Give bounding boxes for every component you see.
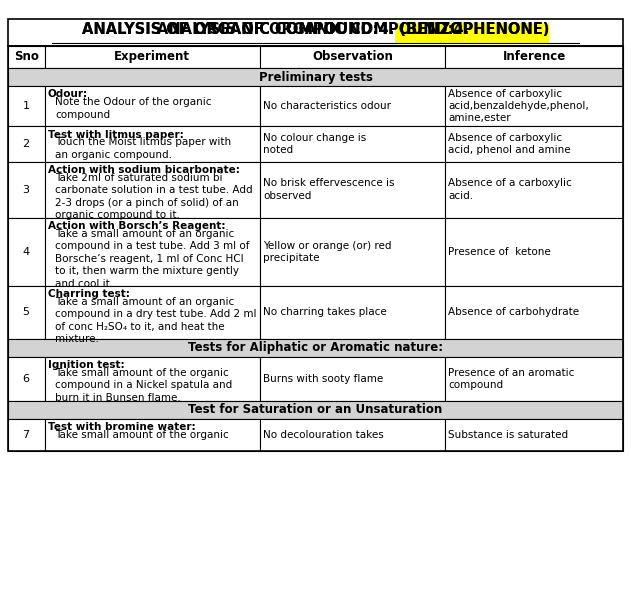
Bar — [445, 357, 623, 401]
Text: Charring test:: Charring test: — [48, 289, 129, 299]
Text: No decolouration takes: No decolouration takes — [263, 430, 384, 440]
Text: Absence of carboxylic
acid, phenol and amine: Absence of carboxylic acid, phenol and a… — [448, 132, 570, 155]
Text: Burns with sooty flame: Burns with sooty flame — [263, 374, 384, 384]
Text: Preliminary tests: Preliminary tests — [259, 71, 372, 84]
Text: Test for Saturation or an Unsaturation: Test for Saturation or an Unsaturation — [189, 403, 442, 416]
Bar — [8, 46, 623, 451]
Bar — [45, 419, 260, 451]
Text: Take a small amount of an organic
compound in a test tube. Add 3 ml of
Borsche’s: Take a small amount of an organic compou… — [56, 229, 250, 289]
Bar — [45, 286, 260, 339]
Bar — [45, 126, 260, 162]
Text: No colour change is
noted: No colour change is noted — [263, 132, 367, 155]
Bar — [260, 357, 445, 401]
Text: 1: 1 — [23, 101, 30, 111]
Bar — [445, 286, 623, 339]
Bar — [8, 46, 45, 68]
Text: 4: 4 — [23, 247, 30, 257]
Bar — [8, 339, 623, 357]
Bar — [45, 86, 260, 126]
Text: Substance is saturated: Substance is saturated — [448, 430, 568, 440]
Bar — [260, 162, 445, 218]
Bar — [8, 218, 45, 286]
Text: No characteristics odour: No characteristics odour — [263, 101, 391, 111]
Text: 2: 2 — [23, 139, 30, 149]
Text: Take 2ml of saturated sodium bi
carbonate solution in a test tube. Add
2-3 drops: Take 2ml of saturated sodium bi carbonat… — [56, 173, 253, 220]
Bar — [445, 162, 623, 218]
Bar — [260, 126, 445, 162]
Bar — [445, 126, 623, 162]
Bar — [8, 419, 45, 451]
Text: Presence of an aromatic
compound: Presence of an aromatic compound — [448, 368, 574, 390]
Text: Ignition test:: Ignition test: — [48, 360, 124, 370]
Text: 7: 7 — [23, 430, 30, 440]
Text: Action with Borsch’s Reagent:: Action with Borsch’s Reagent: — [48, 222, 225, 231]
Bar — [260, 286, 445, 339]
Bar — [260, 86, 445, 126]
Text: Experiment: Experiment — [114, 50, 191, 64]
Bar — [8, 68, 623, 86]
Bar — [8, 357, 45, 401]
Text: Yellow or orange (or) red
precipitate: Yellow or orange (or) red precipitate — [263, 241, 392, 263]
Bar — [395, 23, 549, 43]
Bar — [445, 46, 623, 68]
Bar — [8, 286, 45, 339]
Text: Absence of carbohydrate: Absence of carbohydrate — [448, 307, 579, 317]
Bar — [8, 162, 45, 218]
Bar — [45, 357, 260, 401]
Bar — [8, 19, 623, 46]
Bar — [45, 162, 260, 218]
Text: Tests for Aliphatic or Aromatic nature:: Tests for Aliphatic or Aromatic nature: — [188, 342, 443, 355]
Text: Absence of a carboxylic
acid.: Absence of a carboxylic acid. — [448, 178, 572, 201]
Text: 6: 6 — [23, 374, 30, 384]
Bar — [8, 126, 45, 162]
Bar — [260, 419, 445, 451]
Text: Test with bromine water:: Test with bromine water: — [48, 422, 196, 432]
Text: ANALYSIS OF ORGANIC COMPOUND:4. (BENZOPHENONE): ANALYSIS OF ORGANIC COMPOUND:4. (BENZOPH… — [82, 22, 549, 37]
Bar — [45, 218, 260, 286]
Text: Touch the Moist litmus paper with
an organic compound.: Touch the Moist litmus paper with an org… — [56, 137, 232, 160]
Text: Take small amount of the organic: Take small amount of the organic — [56, 430, 229, 440]
Text: Observation: Observation — [312, 50, 393, 64]
Text: Sno: Sno — [14, 50, 38, 64]
Text: Inference: Inference — [502, 50, 565, 64]
Text: No brisk effervescence is
observed: No brisk effervescence is observed — [263, 178, 395, 201]
Bar — [8, 86, 45, 126]
Bar — [445, 419, 623, 451]
Text: Odour:: Odour: — [48, 90, 88, 99]
Text: No charring takes place: No charring takes place — [263, 307, 387, 317]
Text: Take a small amount of an organic
compound in a dry test tube. Add 2 ml
of conc : Take a small amount of an organic compou… — [56, 297, 257, 344]
Text: Presence of  ketone: Presence of ketone — [448, 247, 551, 257]
Bar — [445, 218, 623, 286]
Text: Absence of carboxylic
acid,benzaldehyde,phenol,
amine,ester: Absence of carboxylic acid,benzaldehyde,… — [448, 89, 589, 124]
Bar — [8, 401, 623, 419]
Bar — [45, 46, 260, 68]
Bar — [445, 86, 623, 126]
Text: Note the Odour of the organic
compound: Note the Odour of the organic compound — [56, 97, 212, 119]
Text: Test with litmus paper:: Test with litmus paper: — [48, 129, 184, 140]
Bar — [260, 218, 445, 286]
Text: ANALYSIS OF ORGANIC COMPOUND:4. (BENZOPHENONE): ANALYSIS OF ORGANIC COMPOUND:4. (BENZOPH… — [82, 22, 549, 37]
Bar — [260, 46, 445, 68]
Text: Take small amount of the organic
compound in a Nickel spatula and
burn it in Bun: Take small amount of the organic compoun… — [56, 368, 233, 403]
Text: 3: 3 — [23, 185, 30, 195]
Text: Action with sodium bicarbonate:: Action with sodium bicarbonate: — [48, 165, 240, 175]
Text: 5: 5 — [23, 307, 30, 317]
Text: ANALYSIS OF ORGANIC COMPOUND:4.: ANALYSIS OF ORGANIC COMPOUND:4. — [157, 22, 474, 37]
